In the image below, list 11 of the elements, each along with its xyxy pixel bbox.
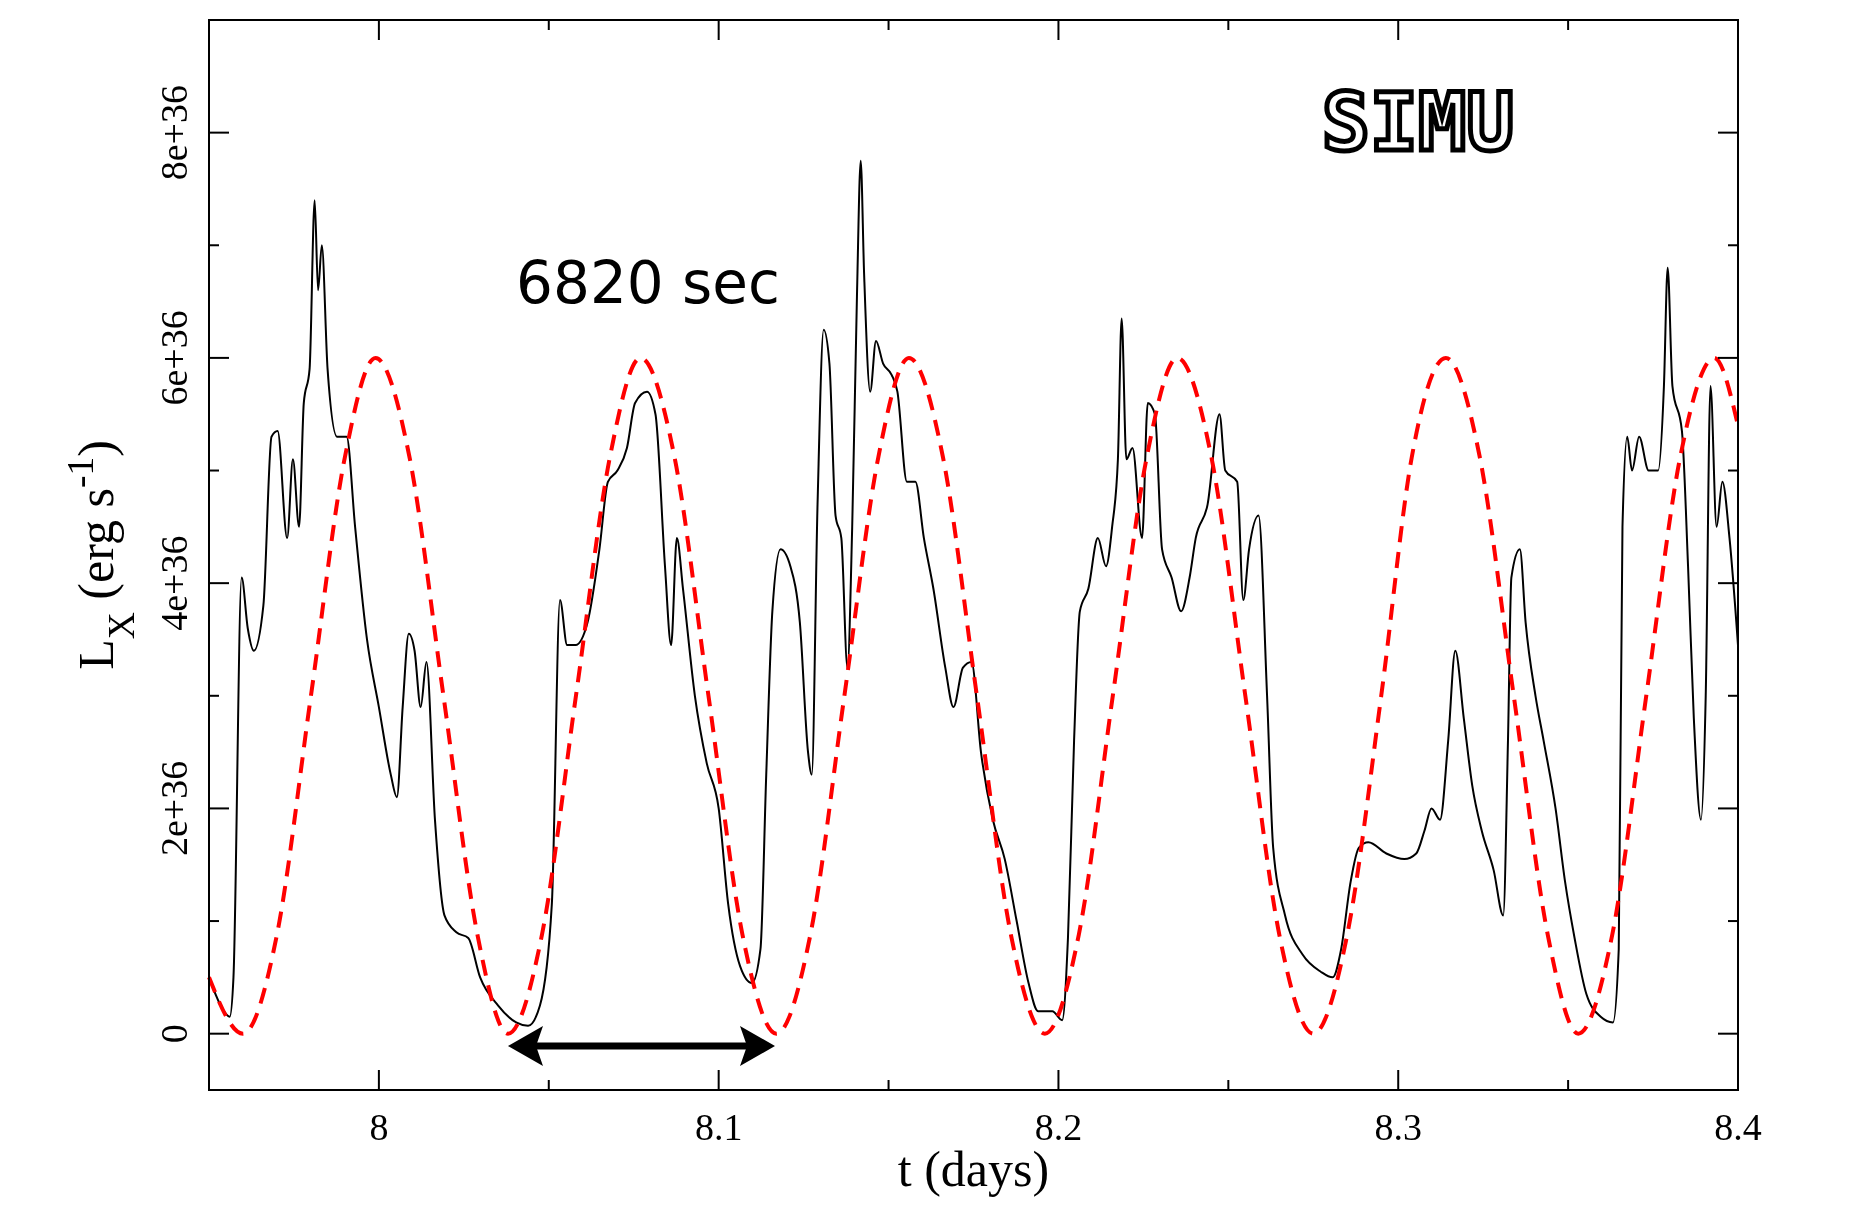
x-tick-label: 8.3 bbox=[1374, 1106, 1422, 1148]
y-tick-label: 2e+36 bbox=[153, 760, 195, 857]
y-tick-label: 8e+36 bbox=[153, 84, 195, 181]
y-tick-label: 6e+36 bbox=[153, 310, 195, 406]
annotation: SIMU bbox=[1321, 76, 1515, 169]
y-tick-label: 4e+36 bbox=[153, 535, 195, 631]
annotation: 6820 sec bbox=[516, 249, 780, 317]
x-tick-label: 8.1 bbox=[694, 1106, 743, 1148]
y-tick-label: 0 bbox=[153, 1024, 195, 1044]
x-tick-label: 8 bbox=[369, 1106, 389, 1148]
x-tick-label: 8.4 bbox=[1714, 1106, 1762, 1148]
